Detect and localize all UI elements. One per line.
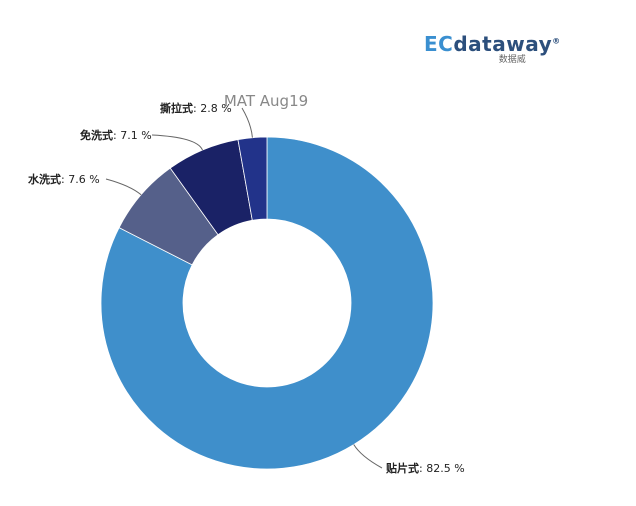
leader-line-1 bbox=[105, 178, 142, 196]
logo-registered: ® bbox=[552, 36, 561, 46]
leader-line-2 bbox=[151, 134, 203, 151]
slice-label-0: 贴片式: 82.5 % bbox=[385, 461, 465, 475]
logo-prefix: EC bbox=[424, 32, 454, 56]
slice-0 bbox=[100, 136, 434, 470]
slice-label-3: 撕拉式: 2.8 % bbox=[160, 101, 232, 115]
slice-3 bbox=[237, 136, 268, 221]
ecdataway-logo: ECdataway® 数据威 bbox=[424, 32, 561, 65]
logo-subtitle: 数据威 bbox=[498, 55, 526, 65]
chart-title: MAT Aug19 bbox=[224, 92, 308, 110]
leader-line-3 bbox=[241, 107, 253, 138]
slice-label-2: 免洗式: 7.1 % bbox=[80, 128, 152, 142]
leader-line-0 bbox=[353, 444, 383, 469]
slice-label-1: 水洗式: 7.6 % bbox=[28, 172, 100, 186]
logo-name: dataway bbox=[453, 32, 553, 56]
